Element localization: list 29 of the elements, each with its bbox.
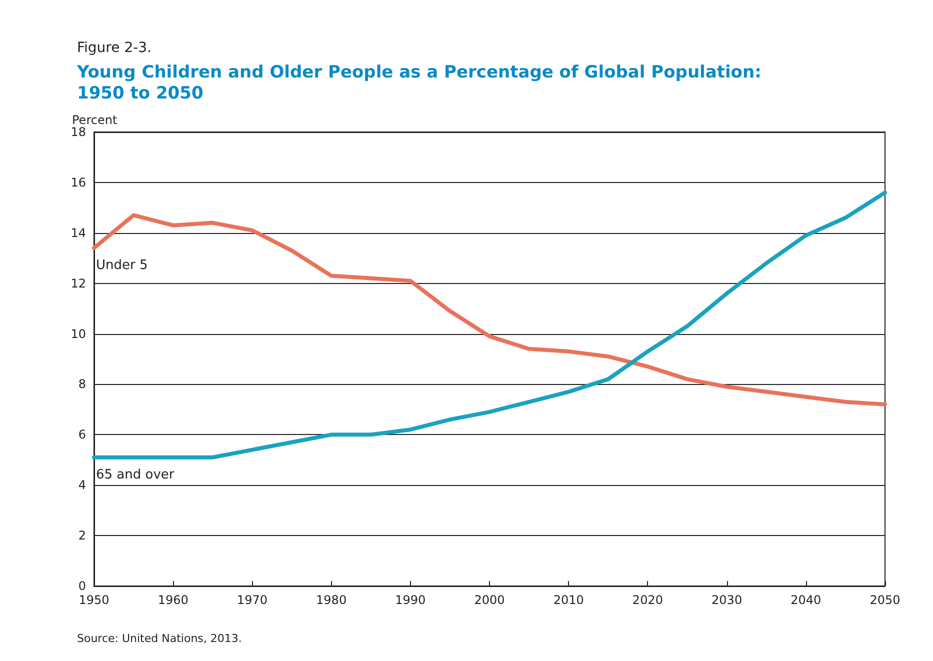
chart-subtitle: Figure 2-3.	[77, 40, 152, 56]
x-tick-label: 1950	[78, 593, 110, 607]
x-tick-label: 1970	[236, 593, 268, 607]
y-tick-label: 10	[70, 326, 86, 341]
x-tick-label: 2050	[870, 593, 900, 607]
series-label: Under 5	[96, 258, 148, 274]
y-tick-label: 16	[70, 175, 86, 190]
line-series	[92, 213, 887, 406]
y-tick-label: 0	[78, 579, 86, 593]
x-tick-label: 2000	[474, 593, 505, 607]
y-tick-label: 4	[78, 478, 86, 492]
y-tick-label: 2	[78, 528, 86, 543]
x-tick-label: 1960	[158, 593, 188, 607]
x-tick-label: 1980	[316, 593, 347, 607]
y-tick-label: 14	[70, 226, 86, 240]
y-tick-label: 18	[70, 125, 86, 139]
x-tick-label: 2020	[632, 593, 663, 607]
x-tick-label: 2040	[790, 593, 822, 607]
y-axis-title: Percent	[72, 113, 118, 127]
y-tick-label: 12	[70, 276, 86, 290]
series-label: 65 and over	[96, 467, 175, 482]
source-note: Source: United Nations, 2013.	[77, 632, 242, 645]
y-tick-label: 8	[78, 377, 86, 392]
x-tick-label: 1990	[395, 593, 426, 607]
line-series	[92, 190, 887, 460]
x-tick-label: 2030	[712, 593, 742, 607]
x-tick-label: 2010	[553, 593, 584, 607]
chart-title: Young Children and Older People as a Percentage of Global Population: 1950 to 2050	[76, 62, 762, 104]
y-tick-label: 6	[78, 428, 86, 442]
